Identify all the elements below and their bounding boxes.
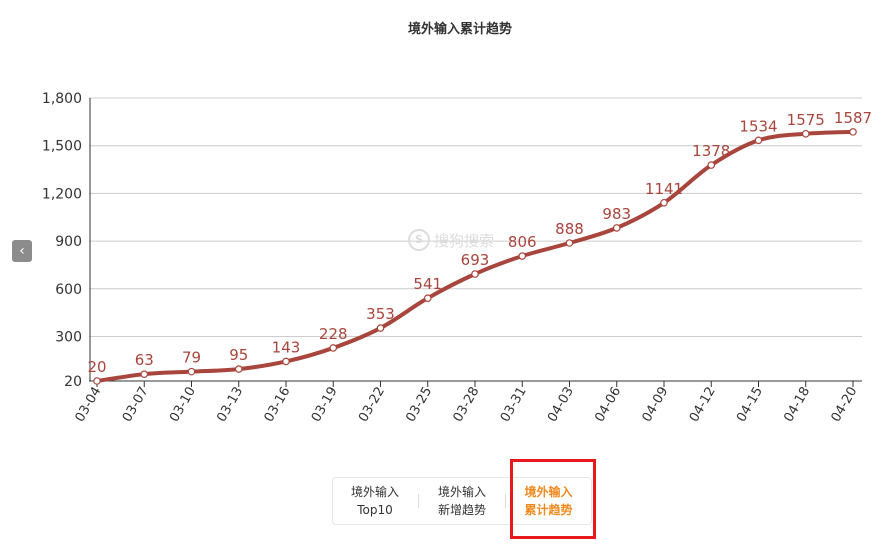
x-tick-group: 03-10: [167, 385, 199, 425]
data-point: [565, 239, 574, 247]
watermark-text: 搜狗搜索: [434, 231, 495, 250]
x-tick-label: 04-15: [734, 385, 766, 425]
tab-top10-line1: 境外输入: [350, 485, 399, 499]
x-tick-label: 03-16: [262, 385, 294, 425]
x-tick-group: 03-04: [73, 385, 105, 425]
x-tick-group: 04-06: [592, 385, 624, 425]
data-point: [329, 344, 338, 352]
data-label: 143: [272, 338, 301, 356]
data-point: [754, 136, 763, 145]
data-point: [801, 129, 810, 138]
data-point: [234, 365, 243, 373]
x-tick-label: 04-12: [687, 385, 719, 425]
tab-cumulative-trend[interactable]: 境外输入 累计趋势: [506, 478, 591, 524]
data-point: [612, 224, 621, 232]
tab-top10[interactable]: 境外输入 Top10: [333, 478, 417, 524]
chart-title: 境外输入累计趋势: [407, 22, 512, 37]
data-label: 693: [461, 251, 490, 269]
y-tick-label: 900: [55, 234, 82, 250]
data-point: [660, 198, 668, 207]
x-tick-group: 04-09: [640, 385, 672, 425]
data-point: [423, 294, 432, 302]
x-tick-group: 03-28: [451, 385, 483, 425]
chevron-left-icon[interactable]: ‹: [12, 240, 32, 262]
x-tick-label: 04-03: [545, 385, 577, 425]
data-point: [471, 270, 479, 278]
y-tick-label: 1,500: [42, 139, 82, 155]
data-point: [707, 161, 716, 169]
x-tick-label: 04-18: [781, 385, 813, 425]
x-tick-label: 03-22: [356, 385, 388, 425]
data-label: 20: [87, 358, 106, 376]
x-tick-label: 03-25: [403, 385, 435, 425]
watermark: S 搜狗搜索: [408, 229, 494, 251]
x-tick-group: 03-31: [498, 385, 530, 425]
x-tick-group: 03-13: [214, 385, 246, 425]
tab-top10-line2: Top10: [357, 503, 393, 517]
x-tick-group: 04-15: [734, 385, 766, 425]
data-label: 1575: [787, 111, 825, 129]
chart-tab-bar: 境外输入 Top10 境外输入 新增趋势 境外输入 累计趋势: [332, 477, 592, 525]
data-point: [187, 367, 196, 376]
x-tick-group: 03-16: [262, 385, 294, 425]
x-tick-group: 04-12: [687, 385, 719, 425]
data-label: 888: [555, 220, 584, 238]
x-tick-label: 03-10: [167, 385, 199, 425]
data-label: 79: [182, 349, 201, 367]
x-tick-group: 04-18: [781, 385, 813, 425]
watermark-logo-icon: S: [408, 229, 430, 251]
data-point: [282, 357, 290, 366]
data-point: [849, 128, 857, 136]
x-tick-label: 04-06: [592, 385, 624, 425]
y-tick-label: 600: [55, 282, 82, 298]
y-tick-label: 300: [55, 329, 82, 345]
x-tick-label: 04-20: [829, 385, 861, 425]
y-tick-label: 1,200: [42, 186, 82, 202]
data-point: [93, 377, 101, 385]
data-label: 983: [602, 205, 631, 223]
x-tick-group: 04-03: [545, 385, 577, 425]
tab-cumulative-trend-line2: 累计趋势: [524, 503, 573, 517]
tab-divider: [418, 494, 419, 508]
x-tick-group: 03-07: [120, 385, 152, 425]
x-tick-group: 03-25: [403, 385, 435, 425]
data-point: [140, 370, 149, 378]
tab-new-trend-line2: 新增趋势: [437, 503, 486, 517]
x-tick-label: 03-31: [498, 385, 530, 425]
x-tick-label: 03-28: [451, 385, 483, 425]
data-label: 806: [508, 233, 537, 251]
y-tick-label: 1,800: [42, 91, 82, 107]
data-label: 353: [366, 305, 395, 323]
tab-new-trend[interactable]: 境外输入 新增趋势: [419, 478, 505, 524]
data-label: 1141: [645, 180, 683, 198]
x-tick-label: 03-07: [120, 385, 152, 425]
x-tick-group: 03-19: [309, 385, 341, 425]
x-tick-label: 03-13: [214, 385, 246, 425]
x-tick-label: 03-04: [73, 385, 105, 425]
x-tick-group: 04-20: [829, 385, 861, 425]
data-label: 1534: [739, 117, 777, 135]
data-label: 1378: [692, 142, 730, 160]
y-tick-label: 20: [64, 374, 82, 390]
line-chart: 20 300 600 900 1,200 1,500 1,800 03-04 03-07 03-1…: [42, 91, 872, 425]
highlight-box: [510, 459, 596, 539]
data-point: [376, 324, 385, 332]
x-tick-label: 04-09: [640, 385, 672, 425]
data-label: 541: [413, 275, 442, 293]
data-label: 1587: [834, 109, 872, 127]
tab-cumulative-trend-line1: 境外输入: [524, 485, 573, 499]
data-label: 63: [135, 351, 154, 369]
tab-new-trend-line1: 境外输入: [437, 485, 486, 499]
x-tick-label: 03-19: [309, 385, 341, 425]
data-label: 95: [229, 346, 248, 364]
data-point: [518, 252, 527, 260]
x-tick-group: 03-22: [356, 385, 388, 425]
tab-divider: [505, 494, 506, 508]
data-label: 228: [319, 325, 348, 343]
